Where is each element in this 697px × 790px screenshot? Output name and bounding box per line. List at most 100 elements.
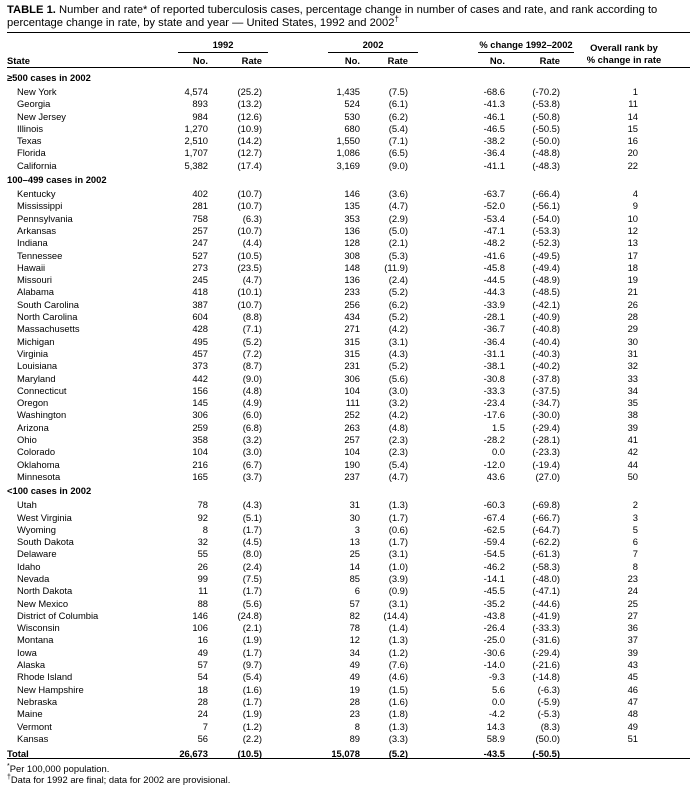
change-no-cell: -26.4: [483, 622, 505, 634]
change-rate-cell: (-33.3): [532, 622, 560, 634]
rate-1992-cell: (10.5): [237, 249, 263, 261]
change-rate-cell: (-50.8): [532, 110, 560, 122]
header-2002-rate: Rate: [387, 55, 408, 66]
rate-1992-cell: (4.4): [242, 237, 262, 249]
rank-cell: 30: [627, 335, 638, 347]
change-rate-cell: (-42.1): [532, 298, 560, 310]
change-no-cell: -33.9: [483, 298, 505, 310]
no-2002-cell: 49: [349, 659, 360, 671]
state-cell: Utah: [17, 499, 37, 511]
change-rate-cell: (-48.8): [532, 147, 560, 159]
group-heading: 100–499 cases in 2002: [7, 174, 107, 186]
no-1992-cell: 49: [197, 646, 208, 658]
state-cell: West Virginia: [17, 511, 72, 523]
state-cell: Wyoming: [17, 523, 56, 535]
rank-cell: 7: [632, 548, 638, 560]
header-change-no: No.: [489, 55, 505, 66]
rate-1992-cell: (24.8): [237, 609, 263, 621]
no-2002-cell: 524: [344, 98, 360, 110]
change-rate-cell: (-48.0): [532, 572, 560, 584]
rank-cell: 25: [627, 597, 638, 609]
rate-1992-cell: (17.4): [237, 159, 263, 171]
rank-cell: 1: [632, 86, 638, 97]
rank-cell: 46: [627, 683, 638, 695]
rate-1992-cell: (6.0): [242, 409, 262, 421]
change-rate-cell: (-70.2): [532, 86, 560, 97]
no-2002-cell: 315: [344, 335, 360, 347]
rate-1992-cell: (4.3): [242, 499, 262, 511]
change-rate-cell: (-34.7): [532, 397, 560, 409]
change-rate-cell: (-53.3): [532, 224, 560, 236]
no-1992-cell: 273: [192, 261, 208, 273]
state-cell: New Mexico: [17, 597, 69, 609]
rank-cell: 3: [632, 511, 638, 523]
table-row: Alaska 57 (9.7) 49 (7.6) -14.0 (-21.6) 43: [7, 659, 690, 671]
rank-cell: 48: [627, 708, 638, 720]
rank-cell: 2: [632, 499, 638, 511]
rate-2002-cell: (7.5): [388, 86, 408, 97]
table-row: Delaware 55 (8.0) 25 (3.1) -54.5 (-61.3) 7: [7, 548, 690, 560]
no-2002-cell: 89: [349, 732, 360, 744]
rate-2002-cell: (1.8): [388, 708, 408, 720]
header-2002-underline: [328, 52, 418, 53]
change-rate-cell: (-50.0): [532, 135, 560, 147]
table-row: New Mexico 88 (5.6) 57 (3.1) -35.2 (-44.6) 25: [7, 598, 690, 610]
rank-cell: 31: [627, 347, 638, 359]
state-cell: Rhode Island: [17, 671, 73, 683]
no-2002-cell: 30: [349, 511, 360, 523]
rank-cell: 8: [632, 560, 638, 572]
change-no-cell: 14.3: [486, 720, 505, 732]
rate-2002-cell: (1.0): [388, 560, 408, 572]
table-row: Alabama 418 (10.1) 233 (5.2) -44.3 (-48.5) 21: [7, 286, 690, 298]
no-2002-cell: 263: [344, 421, 360, 433]
no-2002-cell: 49: [349, 671, 360, 683]
no-1992-cell: 7: [202, 720, 208, 732]
no-1992-cell: 893: [192, 98, 208, 110]
rank-cell: 4: [632, 188, 638, 200]
table-row: Illinois 1,270 (10.9) 680 (5.4) -46.5 (-50.5) 1…: [7, 123, 690, 135]
rate-1992-cell: (1.7): [242, 585, 262, 597]
table-row: Florida 1,707 (12.7) 1,086 (6.5) -36.4 (-48.8)…: [7, 147, 690, 159]
rate-1992-cell: (5.2): [242, 335, 262, 347]
rank-cell: 17: [627, 249, 638, 261]
rate-2002-cell: (5.2): [388, 748, 408, 760]
table-title-text: Number and rate* of reported tuberculosi…: [7, 4, 658, 29]
change-no-cell: -9.3: [488, 671, 505, 683]
rate-1992-cell: (12.7): [237, 147, 263, 159]
rate-1992-cell: (1.7): [242, 695, 262, 707]
rate-1992-cell: (2.2): [242, 732, 262, 744]
state-cell: Nebraska: [17, 695, 58, 707]
no-1992-cell: 26: [197, 560, 208, 572]
no-1992-cell: 28: [197, 695, 208, 707]
rank-cell: 34: [627, 384, 638, 396]
no-2002-cell: 146: [344, 188, 360, 200]
rate-1992-cell: (8.8): [242, 311, 262, 323]
no-1992-cell: 55: [197, 548, 208, 560]
state-cell: Wisconsin: [17, 622, 60, 634]
no-2002-cell: 231: [344, 360, 360, 372]
rate-1992-cell: (4.5): [242, 536, 262, 548]
rate-2002-cell: (4.8): [388, 421, 408, 433]
no-2002-cell: 530: [344, 110, 360, 122]
no-1992-cell: 99: [197, 572, 208, 584]
change-rate-cell: (-61.3): [532, 548, 560, 560]
no-2002-cell: 14: [349, 560, 360, 572]
no-2002-cell: 128: [344, 237, 360, 249]
change-no-cell: -47.1: [483, 224, 505, 236]
no-2002-cell: 25: [349, 548, 360, 560]
header-1992: 1992: [212, 39, 234, 50]
no-1992-cell: 88: [197, 597, 208, 609]
no-1992-cell: 527: [192, 249, 208, 261]
no-1992-cell: 495: [192, 335, 208, 347]
state-cell: Arkansas: [17, 224, 57, 236]
change-rate-cell: (-40.4): [532, 335, 560, 347]
rank-cell: 47: [627, 695, 638, 707]
rate-2002-cell: (2.3): [388, 446, 408, 458]
rate-1992-cell: (3.2): [242, 434, 262, 446]
no-2002-cell: 12: [349, 634, 360, 646]
rank-cell: 13: [627, 237, 638, 249]
rate-1992-cell: (8.7): [242, 360, 262, 372]
rate-1992-cell: (4.8): [242, 384, 262, 396]
no-1992-cell: 104: [192, 446, 208, 458]
rate-1992-cell: (6.8): [242, 421, 262, 433]
